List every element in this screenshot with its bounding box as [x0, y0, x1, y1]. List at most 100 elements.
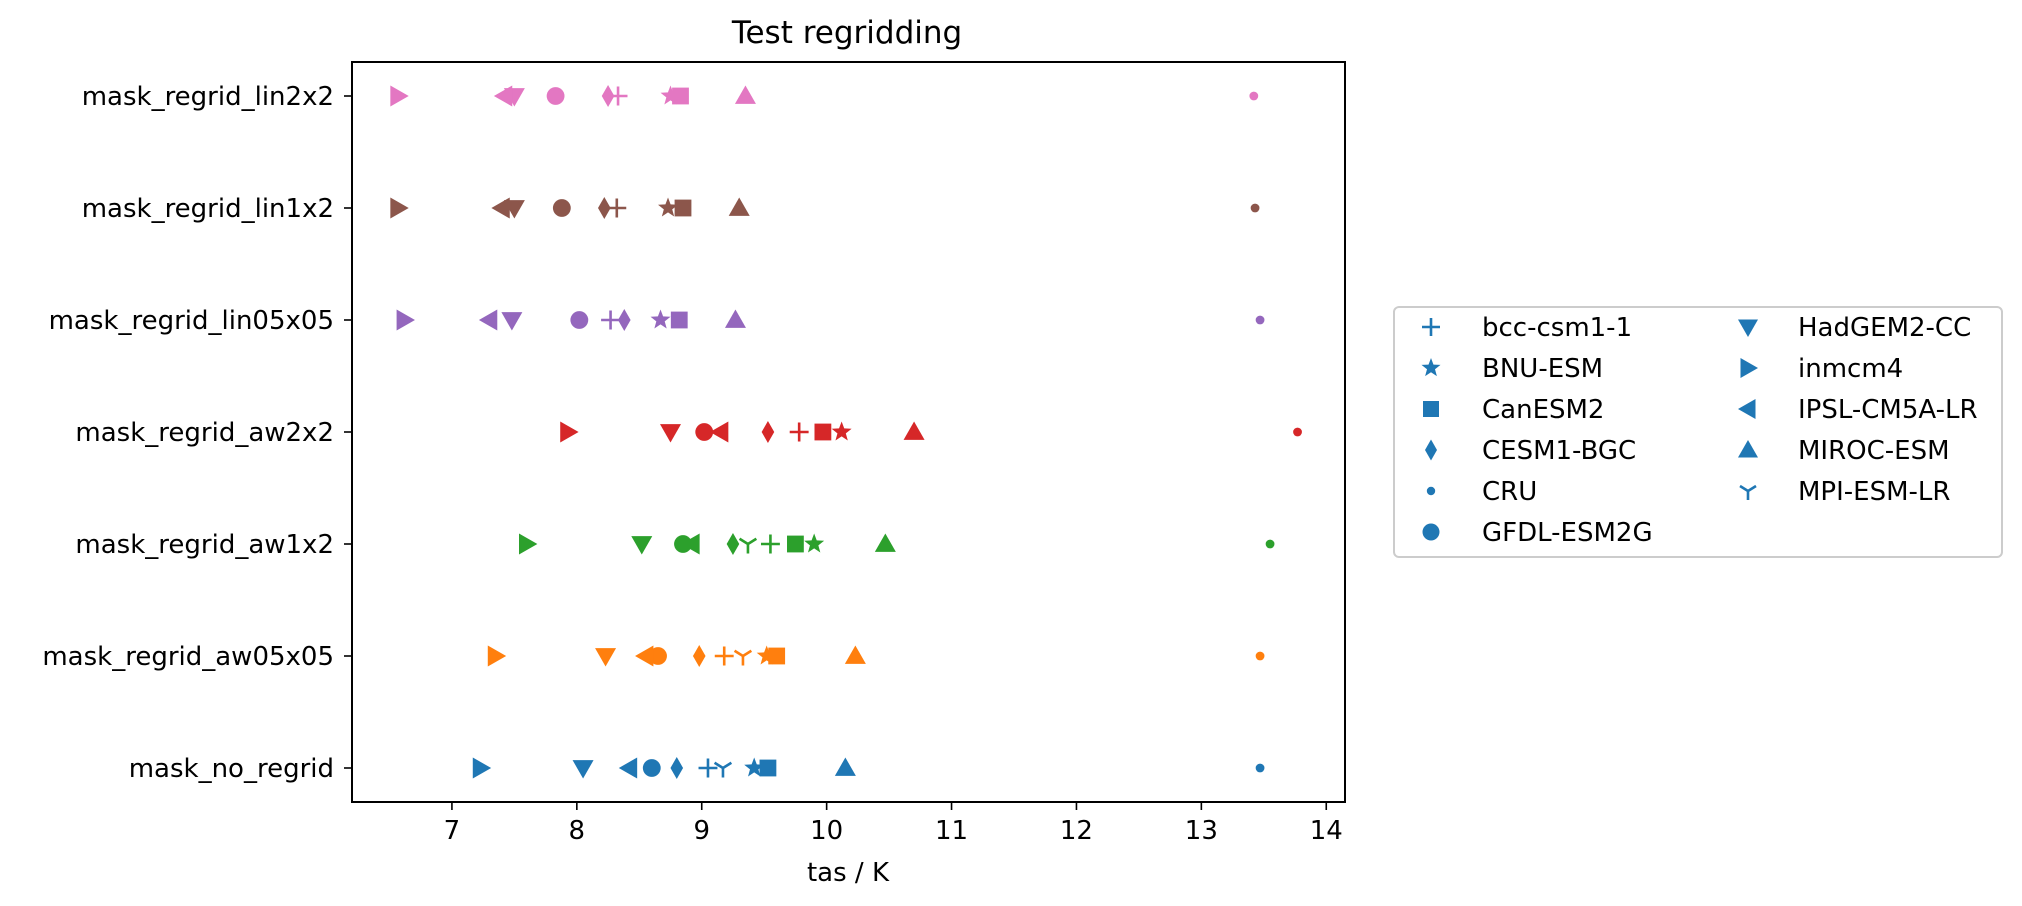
- data-point: [396, 309, 415, 331]
- data-point: [1255, 763, 1265, 773]
- data-point: [733, 649, 753, 666]
- x-tick-label: 13: [1185, 816, 1218, 846]
- data-point: [635, 645, 654, 667]
- data-point: [660, 424, 682, 443]
- data-point: [692, 644, 706, 668]
- data-point: [713, 761, 733, 778]
- legend-marker: [1426, 486, 1436, 496]
- legend-label: CRU: [1482, 477, 1537, 507]
- data-point: [681, 533, 700, 555]
- data-point: [1249, 91, 1259, 101]
- legend-label: GFDL-ESM2G: [1482, 518, 1653, 548]
- x-tick-label: 7: [444, 816, 461, 846]
- y-tick-label: mask_regrid_aw05x05: [42, 642, 334, 672]
- data-point: [1255, 315, 1265, 325]
- legend-label: CESM1-BGC: [1482, 436, 1636, 466]
- x-tick-label: 12: [1060, 816, 1093, 846]
- data-point: [501, 312, 523, 331]
- y-tick-labels: mask_no_regrid mask_regrid_aw05x05 mask_re…: [42, 82, 352, 784]
- legend-label: BNU-ESM: [1482, 354, 1603, 384]
- data-point: [760, 534, 780, 554]
- legend-label: CanESM2: [1482, 395, 1604, 425]
- legend-box: [1393, 306, 2003, 558]
- data-point: [560, 421, 579, 443]
- y-tick-label: mask_no_regrid: [129, 754, 334, 784]
- legend: bcc-csm1-1 BNU-ESM CanESM2 CESM1-BGC CRU GFDL…: [1393, 306, 2003, 558]
- data-point: [601, 310, 621, 330]
- data-point: [674, 199, 692, 217]
- legend-marker: [1739, 484, 1757, 500]
- legend-marker: [1740, 358, 1758, 378]
- data-point: [491, 197, 510, 219]
- data-point: [756, 645, 777, 665]
- legend-marker: [1738, 440, 1758, 458]
- x-axis-label: tas / K: [807, 858, 890, 888]
- data-point: [768, 647, 786, 665]
- data-point: [1293, 427, 1302, 437]
- data-point: [814, 423, 832, 441]
- data-point: [642, 759, 661, 777]
- chart-title: Test regridding: [731, 15, 962, 51]
- x-tick-label: 10: [810, 816, 843, 846]
- data-point: [709, 421, 729, 443]
- data-point: [844, 645, 866, 664]
- data-point: [493, 85, 513, 107]
- legend-marker: [1425, 439, 1437, 461]
- data-point: [744, 757, 765, 777]
- x-ticks: 7 8 9 10 11 12 13 14: [444, 802, 1343, 846]
- plot-frame: [351, 61, 1346, 803]
- data-point: [546, 87, 565, 105]
- data-point: [618, 757, 638, 779]
- data-point: [552, 199, 571, 217]
- data-point: [631, 536, 653, 555]
- data-point: [601, 84, 615, 108]
- data-point: [734, 85, 756, 104]
- x-tick-label: 14: [1310, 816, 1343, 846]
- data-point: [903, 421, 925, 440]
- data-point: [595, 648, 617, 667]
- data-point: [572, 760, 594, 779]
- x-tick-label: 8: [569, 816, 586, 846]
- data-point: [660, 85, 681, 105]
- data-point: [658, 197, 678, 217]
- data-point: [787, 535, 804, 553]
- legend-marker: [1423, 401, 1439, 417]
- data-point: [670, 756, 684, 780]
- data-point: [1255, 651, 1265, 661]
- data-point: [649, 647, 667, 665]
- data-points: [390, 84, 1302, 780]
- x-tick-label: 11: [935, 816, 968, 846]
- legend-label: bcc-csm1-1: [1482, 313, 1632, 343]
- data-point: [714, 646, 734, 666]
- legend-marker: [1422, 318, 1440, 336]
- legend-marker: [1421, 358, 1441, 377]
- data-point: [761, 420, 775, 444]
- data-point: [570, 311, 589, 329]
- legend-label: MPI-ESM-LR: [1798, 477, 1950, 507]
- data-point: [617, 308, 631, 332]
- data-point: [724, 309, 746, 328]
- y-tick-label: mask_regrid_aw1x2: [75, 530, 334, 560]
- data-point: [789, 422, 809, 442]
- data-point: [670, 311, 688, 329]
- data-point: [874, 533, 896, 552]
- data-point: [695, 423, 714, 441]
- x-tick-label: 9: [693, 816, 710, 846]
- data-point: [390, 197, 409, 219]
- data-point: [472, 757, 492, 779]
- y-tick-label: mask_regrid_lin1x2: [82, 194, 334, 224]
- data-point: [738, 537, 758, 554]
- legend-marker: [1422, 523, 1440, 541]
- data-point: [698, 758, 718, 778]
- data-point: [759, 759, 777, 777]
- data-point: [1265, 539, 1275, 549]
- legend-label: MIROC-ESM: [1798, 436, 1950, 466]
- legend-label: inmcm4: [1798, 354, 1903, 384]
- data-point: [390, 85, 409, 107]
- legend-label: IPSL-CM5A-LR: [1798, 395, 1978, 425]
- y-tick-label: mask_regrid_lin05x05: [49, 306, 334, 336]
- data-point: [726, 532, 740, 556]
- data-point: [518, 533, 538, 555]
- data-point: [804, 533, 825, 553]
